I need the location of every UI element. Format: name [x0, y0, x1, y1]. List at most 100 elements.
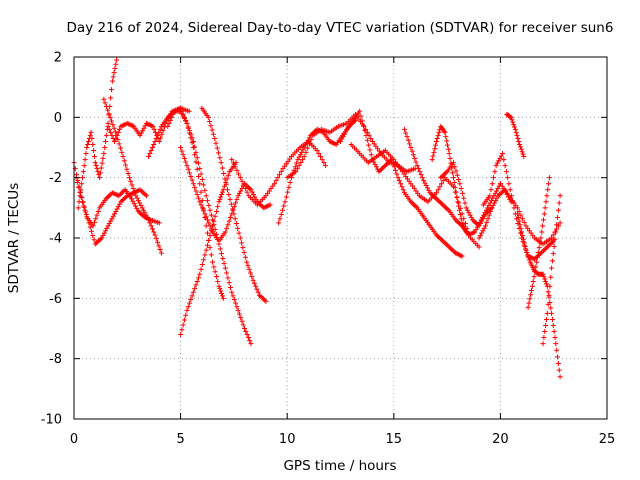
data-point	[95, 208, 101, 214]
data-point	[523, 247, 529, 253]
data-point	[79, 181, 85, 187]
data-point	[454, 172, 460, 178]
data-point	[91, 154, 97, 160]
data-point	[94, 212, 100, 218]
data-point	[511, 124, 517, 130]
data-point	[215, 278, 221, 284]
data-point	[541, 211, 547, 217]
y-tick-label: -4	[49, 232, 62, 247]
data-point	[542, 329, 548, 335]
data-point	[514, 205, 520, 211]
data-point	[517, 222, 523, 228]
data-point	[86, 220, 92, 226]
data-point	[157, 126, 163, 132]
data-point	[530, 278, 536, 284]
data-point	[194, 278, 200, 284]
data-point	[227, 284, 233, 290]
data-point	[308, 137, 314, 143]
data-point	[306, 141, 312, 147]
data-point	[143, 193, 149, 199]
data-point	[116, 141, 122, 147]
data-point	[80, 169, 86, 175]
data-point	[75, 205, 81, 211]
x-tick-label: 10	[279, 432, 296, 447]
data-point	[81, 163, 87, 169]
data-point	[282, 199, 288, 205]
data-point	[125, 170, 131, 176]
data-point	[201, 257, 207, 263]
data-point	[85, 138, 91, 144]
data-point	[158, 250, 164, 256]
data-point	[404, 134, 410, 140]
data-point	[217, 196, 223, 202]
data-point	[245, 335, 251, 341]
data-point	[192, 144, 198, 150]
data-point	[226, 192, 232, 198]
data-point	[553, 341, 559, 347]
data-point	[486, 212, 492, 218]
data-point	[153, 135, 159, 141]
data-point	[271, 181, 277, 187]
data-point	[512, 126, 518, 132]
data-point	[90, 233, 96, 239]
data-point	[124, 166, 130, 172]
data-point	[196, 195, 202, 201]
data-point	[514, 132, 520, 138]
data-point	[541, 274, 547, 280]
data-point	[179, 148, 185, 154]
data-point	[95, 169, 101, 175]
data-point	[85, 216, 91, 222]
data-point	[194, 192, 200, 198]
y-tick-label: -6	[49, 292, 62, 307]
series-arc-15	[348, 141, 482, 250]
data-point	[220, 256, 226, 262]
data-point	[276, 220, 282, 226]
data-point	[434, 135, 440, 141]
data-point	[440, 178, 446, 184]
data-point	[189, 177, 195, 183]
series-arc-2	[75, 57, 120, 211]
data-point	[219, 251, 225, 257]
data-point	[546, 292, 552, 298]
series-arc-25	[476, 187, 514, 241]
data-point	[548, 305, 554, 311]
data-point	[482, 223, 488, 229]
series-arc-14	[338, 108, 465, 259]
data-point	[391, 164, 397, 170]
data-point	[362, 128, 368, 134]
data-point	[445, 146, 451, 152]
data-point	[121, 158, 127, 164]
data-point	[316, 151, 322, 157]
data-point	[459, 253, 465, 259]
data-point	[185, 304, 191, 310]
data-point	[105, 123, 111, 129]
data-point	[108, 129, 114, 135]
data-point	[218, 194, 224, 200]
data-point	[208, 212, 214, 218]
data-point	[521, 154, 527, 160]
data-marks	[71, 57, 563, 380]
data-point	[233, 160, 239, 166]
data-point	[110, 122, 116, 128]
data-point	[170, 111, 176, 117]
data-point	[186, 108, 192, 114]
data-point	[540, 217, 546, 223]
data-point	[233, 300, 239, 306]
data-point	[184, 163, 190, 169]
data-point	[82, 157, 88, 163]
data-point	[90, 141, 96, 147]
data-point	[203, 193, 209, 199]
data-point	[317, 154, 323, 160]
data-point	[542, 205, 548, 211]
data-point	[323, 163, 329, 169]
data-point	[106, 111, 112, 117]
data-point	[298, 160, 304, 166]
data-point	[520, 233, 526, 239]
data-point	[199, 262, 205, 268]
plot-frame	[73, 56, 608, 420]
data-point	[236, 171, 242, 177]
data-point	[436, 129, 442, 135]
data-point	[452, 184, 458, 190]
data-point	[146, 154, 152, 160]
series-arc-7	[165, 108, 254, 347]
